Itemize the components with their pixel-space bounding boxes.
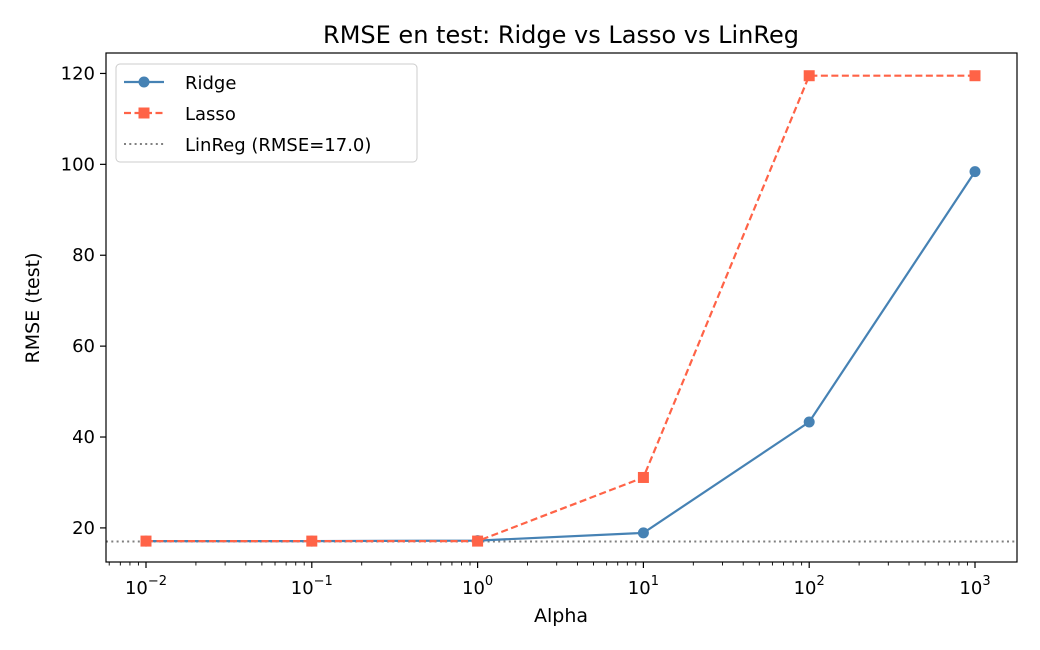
lasso-point [472,535,484,547]
y-axis: 20 40 60 80 100 120 [61,63,106,539]
plot-frame [105,52,1018,563]
x-tick-label: 10−2 [125,574,167,599]
lasso-point [306,535,318,547]
legend-linreg-label: LinReg (RMSE=17.0) [185,135,371,156]
y-tick-label: 20 [72,518,95,539]
x-tick-label: 10−1 [291,574,333,599]
y-tick-label: 40 [72,427,95,448]
x-tick-label: 100 [462,574,493,599]
lasso-point [637,471,649,483]
y-tick-label: 80 [72,245,95,266]
legend-ridge-marker [138,76,150,88]
lasso-point [803,70,815,82]
lasso-point [140,535,152,547]
legend-lasso-marker [138,107,150,119]
lasso-point [969,70,981,82]
legend-lasso-label: Lasso [185,104,236,125]
legend: Ridge Lasso LinReg (RMSE=17.0) [115,63,418,163]
ridge-point [969,166,981,178]
plot-area [106,70,1017,547]
lasso-series-line [146,74,975,543]
ridge-point [803,416,815,428]
y-axis-label: RMSE (test) [22,252,44,363]
ridge-series-line [146,170,976,543]
y-tick-label: 120 [61,63,95,84]
x-axis: 10−2 10−1 100 101 102 103 [108,562,991,599]
y-tick-label: 100 [61,154,95,175]
x-tick-label: 103 [959,574,990,599]
y-tick-label: 60 [72,336,95,357]
x-tick-label: 101 [628,574,659,599]
ridge-point [637,527,649,539]
x-axis-label: Alpha [534,605,588,627]
chart-title: RMSE en test: Ridge vs Lasso vs LinReg [323,21,799,49]
x-tick-label: 102 [794,574,825,599]
legend-box [115,63,418,163]
legend-ridge-label: Ridge [185,73,236,94]
